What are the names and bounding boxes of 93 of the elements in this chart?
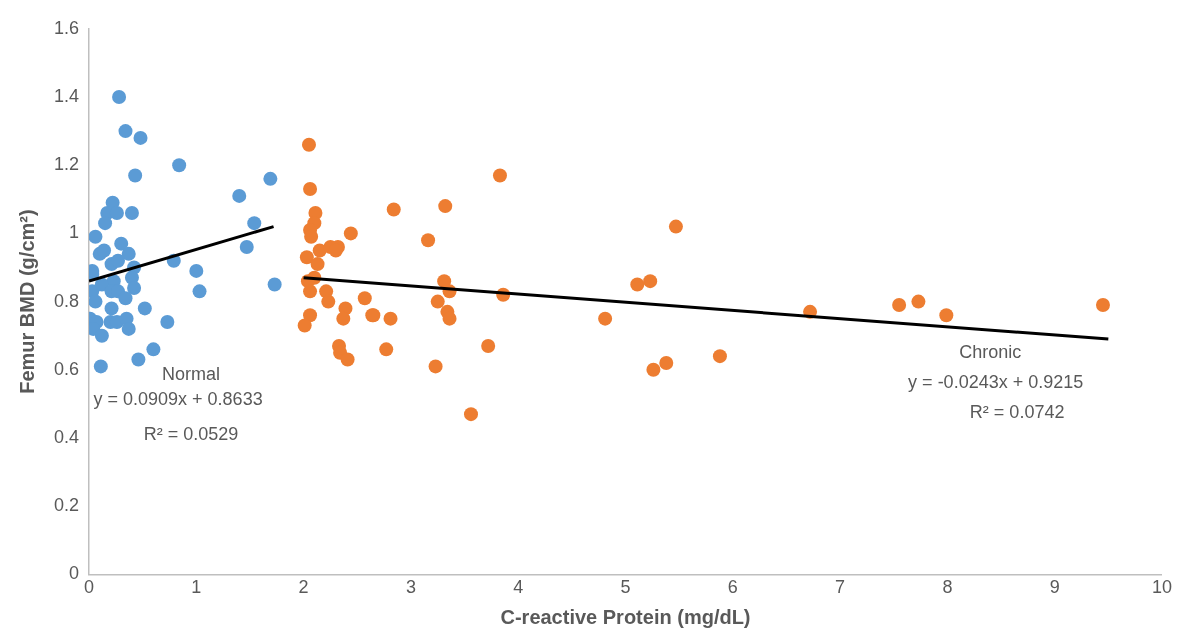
y-tick-label: 1.4	[53, 85, 80, 106]
point	[160, 315, 175, 330]
x-tick-label: 2	[298, 577, 309, 598]
point	[239, 240, 254, 255]
x-tick-label: 10	[1151, 577, 1172, 598]
point	[1095, 298, 1110, 313]
point	[121, 321, 136, 336]
x-axis-title: C-reactive Protein (mg/dL)	[500, 605, 751, 628]
y-tick-label: 0.4	[53, 426, 80, 447]
point	[310, 257, 325, 272]
y-axis-title: Femur BMD (g/cm²)	[15, 209, 38, 394]
x-tick-label: 5	[620, 577, 631, 598]
point	[428, 359, 443, 374]
x-tick-label: 3	[405, 577, 416, 598]
point	[104, 301, 119, 316]
point	[303, 308, 318, 323]
point	[97, 243, 112, 258]
x-tick-label: 1	[191, 577, 202, 598]
point	[643, 274, 658, 289]
point	[93, 359, 108, 374]
y-tick-label: 0	[69, 563, 80, 584]
point	[442, 311, 457, 326]
point	[263, 171, 278, 186]
point	[110, 253, 125, 268]
annotation: y = 0.0909x + 0.8633	[93, 388, 263, 409]
point	[668, 219, 683, 234]
point	[189, 263, 204, 278]
y-tick-label: 0.6	[53, 358, 80, 379]
x-tick-label: 7	[835, 577, 846, 598]
annotation: R² = 0.0529	[143, 424, 239, 445]
point	[464, 407, 478, 422]
point	[421, 233, 436, 248]
annotation: Normal	[161, 364, 220, 385]
point	[892, 298, 907, 313]
point	[192, 284, 207, 299]
point	[131, 352, 146, 367]
point	[267, 277, 282, 292]
point	[118, 124, 133, 139]
point	[630, 277, 645, 292]
x-tick-label: 0	[84, 577, 95, 598]
point	[89, 294, 103, 309]
point	[343, 226, 358, 241]
point	[336, 311, 351, 326]
point	[598, 311, 613, 326]
point	[712, 349, 727, 364]
point	[481, 338, 496, 353]
point	[357, 291, 372, 306]
y-tick-label: 0.2	[53, 495, 80, 516]
x-tick-label: 6	[727, 577, 738, 598]
point	[137, 301, 152, 316]
y-tick-label: 1.6	[53, 17, 80, 38]
point	[112, 90, 127, 104]
point	[646, 362, 661, 377]
point	[247, 216, 262, 231]
point	[911, 294, 926, 309]
point	[127, 280, 142, 295]
point	[379, 342, 394, 357]
annotation: Chronic	[959, 342, 1022, 363]
point	[438, 199, 453, 214]
point	[94, 328, 109, 343]
point	[340, 352, 355, 367]
point	[299, 250, 314, 265]
point	[939, 308, 954, 323]
point	[146, 342, 161, 357]
point	[659, 355, 674, 370]
point	[124, 205, 139, 220]
point	[303, 182, 318, 197]
point	[114, 236, 129, 251]
y-tick-label: 1.2	[53, 154, 80, 175]
point	[232, 188, 247, 203]
point	[98, 216, 113, 231]
x-tick-label: 9	[1049, 577, 1060, 598]
point	[301, 137, 316, 152]
point	[321, 294, 336, 309]
x-tick-label: 8	[942, 577, 953, 598]
point	[121, 246, 136, 261]
point	[303, 284, 318, 299]
point	[383, 311, 398, 326]
point	[386, 202, 401, 217]
annotation: y = -0.0243x + 0.9215	[908, 372, 1084, 393]
point	[437, 274, 452, 289]
point	[89, 229, 103, 244]
y-tick-label: 1	[69, 222, 80, 243]
point	[430, 294, 445, 309]
point	[128, 168, 143, 183]
point	[492, 168, 507, 183]
point	[118, 291, 133, 306]
point	[297, 318, 312, 333]
annotation: R² = 0.0742	[969, 402, 1065, 423]
point	[172, 158, 187, 173]
y-tick-label: 0.8	[53, 290, 80, 311]
x-tick-label: 4	[513, 577, 524, 598]
point	[133, 130, 148, 145]
